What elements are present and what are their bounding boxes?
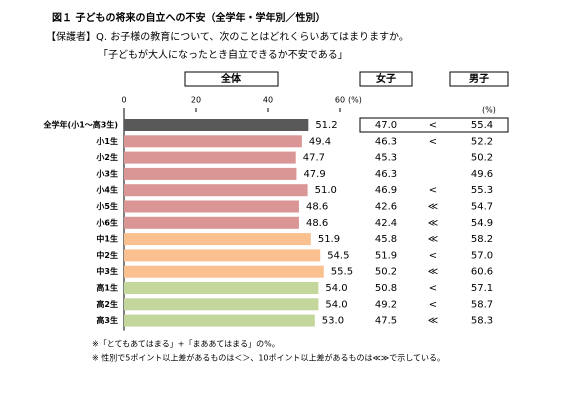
table-cell: 49.2 xyxy=(375,299,397,310)
bar xyxy=(124,135,302,148)
value-label: 55.5 xyxy=(331,267,353,278)
table-cell: 45.3 xyxy=(375,153,397,164)
value-label: 54.5 xyxy=(327,250,349,261)
category-label: 小3生 xyxy=(95,168,118,178)
table-cell: 50.2 xyxy=(375,267,397,278)
table-cell: 46.3 xyxy=(375,136,397,147)
comparison-symbol: < xyxy=(429,283,437,294)
table-cell: 47.0 xyxy=(375,120,397,131)
row-box xyxy=(359,117,509,133)
column-header: 男子 xyxy=(469,73,489,85)
title: 図１ 子どもの将来の自立への不安（全学年・学年別／性別） xyxy=(52,11,325,24)
value-label: 53.0 xyxy=(322,316,344,327)
table-cell: 54.7 xyxy=(471,202,493,213)
value-label: 48.6 xyxy=(306,202,328,213)
header-box xyxy=(359,71,413,87)
bar xyxy=(124,265,324,278)
category-label: 小2生 xyxy=(95,152,118,162)
note: ※ 性別で5ポイント以上差があるものは＜＞、10ポイント以上差があるものは≪≫で… xyxy=(92,353,445,363)
comparison-symbol: ≪ xyxy=(428,267,438,278)
header-box xyxy=(449,71,509,87)
value-label: 51.2 xyxy=(315,120,337,131)
comparison-symbol: < xyxy=(429,136,437,147)
table-cell: 57.0 xyxy=(471,250,493,261)
category-label: 中2生 xyxy=(96,250,118,260)
table-cell: 46.3 xyxy=(375,169,397,180)
comparison-symbol: ≪ xyxy=(428,316,438,327)
note: ※「とてもあてはまる」+「まああてはまる」の%。 xyxy=(92,340,280,349)
comparison-symbol: ≪ xyxy=(428,202,438,213)
bar xyxy=(124,216,299,229)
table-cell: 58.2 xyxy=(471,234,493,245)
table-cell: 58.3 xyxy=(471,316,493,327)
comparison-symbol: < xyxy=(429,299,437,310)
category-label: 小5生 xyxy=(95,201,118,211)
x-tick-label: 60 xyxy=(335,96,345,105)
comparison-symbol: ≪ xyxy=(428,234,438,245)
table-cell: 45.8 xyxy=(375,234,397,245)
bar xyxy=(124,314,315,327)
category-label: 全学年(小1～高3生) xyxy=(43,120,118,130)
table-cell: 60.6 xyxy=(471,267,493,278)
value-label: 54.0 xyxy=(325,283,347,294)
bar xyxy=(124,119,309,131)
table-unit: (%) xyxy=(482,106,496,115)
bar xyxy=(124,200,299,213)
table-cell: 42.4 xyxy=(375,218,397,229)
table-cell: 50.8 xyxy=(375,283,397,294)
comparison-symbol: < xyxy=(429,120,437,131)
table-cell: 54.9 xyxy=(471,218,493,229)
table-cell: 57.1 xyxy=(471,283,493,294)
axis-unit: (%) xyxy=(348,96,362,105)
bar xyxy=(124,151,296,164)
table-cell: 47.5 xyxy=(375,316,397,327)
table-cell: 42.6 xyxy=(375,202,397,213)
x-tick-label: 20 xyxy=(191,96,201,105)
bar xyxy=(124,167,297,180)
category-label: 高2生 xyxy=(96,299,118,309)
bar xyxy=(124,184,308,197)
bar xyxy=(124,249,321,262)
bar xyxy=(124,233,311,246)
category-label: 小1生 xyxy=(95,136,118,146)
value-label: 51.0 xyxy=(315,185,337,196)
value-label: 47.9 xyxy=(303,169,325,180)
chart-label: 全体 xyxy=(220,72,242,85)
value-label: 48.6 xyxy=(306,218,328,229)
question: 【保護者】Q. お子様の教育について、次のことはどれくらいあてはまりますか。 xyxy=(46,30,409,43)
category-label: 小4生 xyxy=(95,185,118,195)
table-cell: 55.4 xyxy=(471,120,493,131)
category-label: 高3生 xyxy=(96,315,118,325)
value-label: 47.7 xyxy=(303,153,325,164)
value-label: 49.4 xyxy=(309,136,331,147)
table-cell: 49.6 xyxy=(471,169,493,180)
table-cell: 52.2 xyxy=(471,136,493,147)
table-cell: 51.9 xyxy=(375,250,397,261)
comparison-symbol: ≪ xyxy=(428,218,438,229)
bar xyxy=(124,298,319,311)
category-label: 小6生 xyxy=(95,217,118,227)
value-label: 54.0 xyxy=(325,299,347,310)
comparison-symbol: < xyxy=(429,250,437,261)
bar xyxy=(124,282,319,294)
header-box xyxy=(184,71,279,87)
x-tick-label: 0 xyxy=(121,96,126,105)
value-label: 51.9 xyxy=(318,234,340,245)
table-cell: 55.3 xyxy=(471,185,493,196)
category-label: 高1生 xyxy=(96,283,118,293)
item: 「子どもが大人になったとき自立できるか不安である」 xyxy=(98,48,348,61)
comparison-symbol: < xyxy=(429,185,437,196)
x-tick-label: 40 xyxy=(263,96,273,105)
table-cell: 50.2 xyxy=(471,153,493,164)
column-header: 女子 xyxy=(376,72,396,85)
table-cell: 58.7 xyxy=(471,299,493,310)
category-label: 中3生 xyxy=(96,266,118,276)
table-cell: 46.9 xyxy=(375,185,397,196)
category-label: 中1生 xyxy=(96,234,118,244)
